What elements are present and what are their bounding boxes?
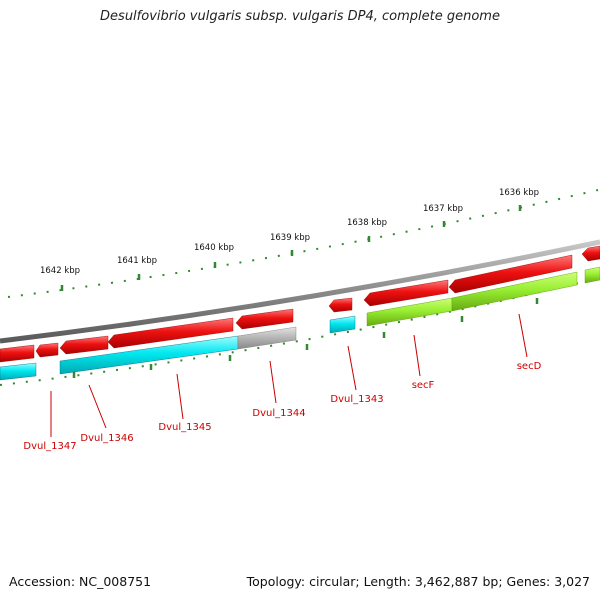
gene-green-3[interactable] [584, 266, 600, 284]
gene-row-red [0, 245, 600, 363]
genome-backbone [0, 239, 600, 344]
leader-secd [518, 313, 528, 358]
leader-dvul-1346 [88, 384, 107, 429]
scale-major-ticks [60, 205, 539, 378]
tick-label-1638: 1638 kbp [347, 218, 387, 228]
topology-text: Topology: circular; Length: 3,462,887 bp… [246, 574, 590, 589]
leader-dvul-1345 [176, 373, 184, 420]
tick-label-1640: 1640 kbp [194, 243, 234, 253]
gene-red-1[interactable] [0, 344, 35, 363]
gene-label-secd[interactable]: secD [517, 361, 542, 372]
gene-cyan-3[interactable] [329, 315, 356, 334]
gene-grey-1[interactable] [237, 326, 297, 350]
gene-red-3[interactable] [59, 335, 109, 355]
leader-dvul-1344 [269, 360, 277, 404]
gene-red-6[interactable] [328, 297, 353, 313]
gene-red-5[interactable] [235, 308, 294, 330]
map-title: Desulfovibrio vulgaris subsp. vulgaris D… [100, 9, 500, 24]
gene-label-dvul-1345[interactable]: Dvul_1345 [158, 422, 211, 433]
tick-label-1637: 1637 kbp [423, 204, 463, 214]
tick-label-1636: 1636 kbp [499, 188, 539, 198]
gene-red-7[interactable] [363, 279, 449, 307]
gene-red-9[interactable] [581, 245, 600, 262]
gene-label-dvul-1346[interactable]: Dvul_1346 [80, 433, 133, 444]
tick-label-1641: 1641 kbp [117, 256, 157, 266]
gene-cyan-1[interactable] [0, 362, 37, 381]
gene-red-4[interactable] [107, 317, 234, 349]
scale-tick-labels: 1642 kbp 1641 kbp 1640 kbp 1639 kbp 1638… [40, 188, 539, 276]
gene-label-secf[interactable]: secF [412, 380, 435, 391]
gene-labels: Dvul_1347 Dvul_1346 Dvul_1345 Dvul_1344 … [23, 361, 541, 452]
tick-label-1642: 1642 kbp [40, 266, 80, 276]
gene-red-8[interactable] [448, 254, 573, 294]
leader-dvul-1343 [347, 345, 357, 391]
gene-label-dvul-1347[interactable]: Dvul_1347 [23, 441, 76, 452]
leader-secf [413, 334, 421, 377]
gene-label-dvul-1343[interactable]: Dvul_1343 [330, 394, 383, 405]
gene-row-lower [0, 266, 600, 381]
gene-red-2[interactable] [35, 342, 59, 358]
tick-label-1639: 1639 kbp [270, 233, 310, 243]
gene-green-2[interactable] [451, 271, 578, 312]
accession-text: Accession: NC_008751 [9, 574, 152, 589]
label-leaders [50, 313, 528, 437]
gene-label-dvul-1344[interactable]: Dvul_1344 [252, 408, 305, 419]
